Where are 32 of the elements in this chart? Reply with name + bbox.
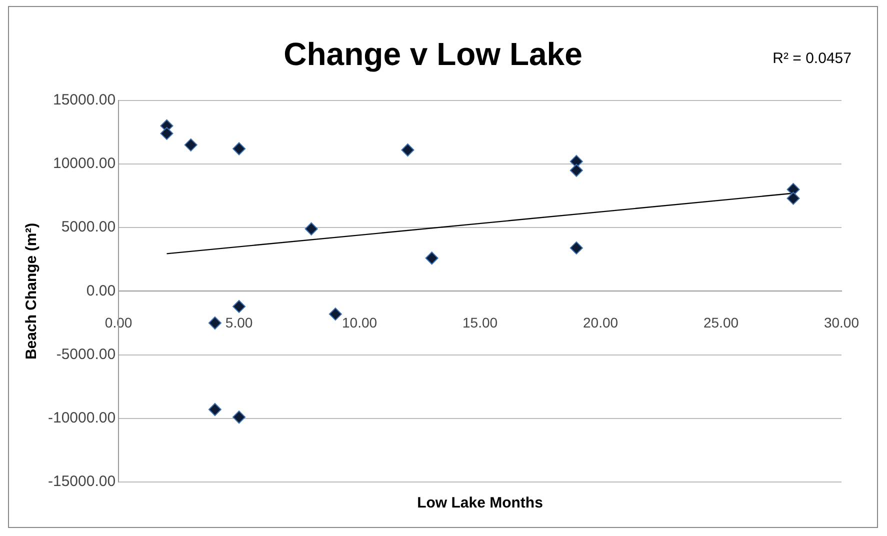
point [208, 316, 222, 330]
x-tick-label: 15.00 [462, 314, 498, 330]
point [786, 192, 800, 205]
point [184, 138, 198, 152]
point [425, 252, 438, 265]
point [232, 142, 246, 156]
y-tick-label: -15000.00 [48, 473, 116, 490]
chart-title: Change v Low Lake [284, 36, 582, 72]
point [570, 154, 583, 168]
point [570, 164, 583, 177]
x-tick-label: 20.00 [582, 314, 618, 330]
x-tick-label: 25.00 [703, 314, 739, 330]
y-tick-label: -5000.00 [56, 346, 116, 363]
y-tick-label: -10000.00 [48, 410, 116, 427]
y-tick-label: 5000.00 [61, 218, 116, 236]
text: R² = 0.0457 [772, 50, 852, 68]
x-axis-title: Low Lake Months [417, 494, 543, 512]
point [232, 300, 246, 313]
y-tick-label: 0.00 [86, 282, 116, 300]
point [304, 222, 318, 236]
point [570, 241, 583, 254]
point [208, 402, 222, 416]
y-axis-title: Beach Change (m²) [23, 222, 40, 360]
y-tick-label: 15000.00 [52, 92, 116, 109]
y-tick-label: 10000.00 [52, 155, 116, 172]
point [232, 410, 246, 424]
point [401, 144, 414, 157]
x-tick-label: 10.00 [342, 314, 378, 330]
point [160, 126, 174, 140]
point [328, 308, 342, 321]
x-tick-label: 5.00 [225, 314, 253, 330]
x-tick-label: 30.00 [824, 314, 860, 330]
